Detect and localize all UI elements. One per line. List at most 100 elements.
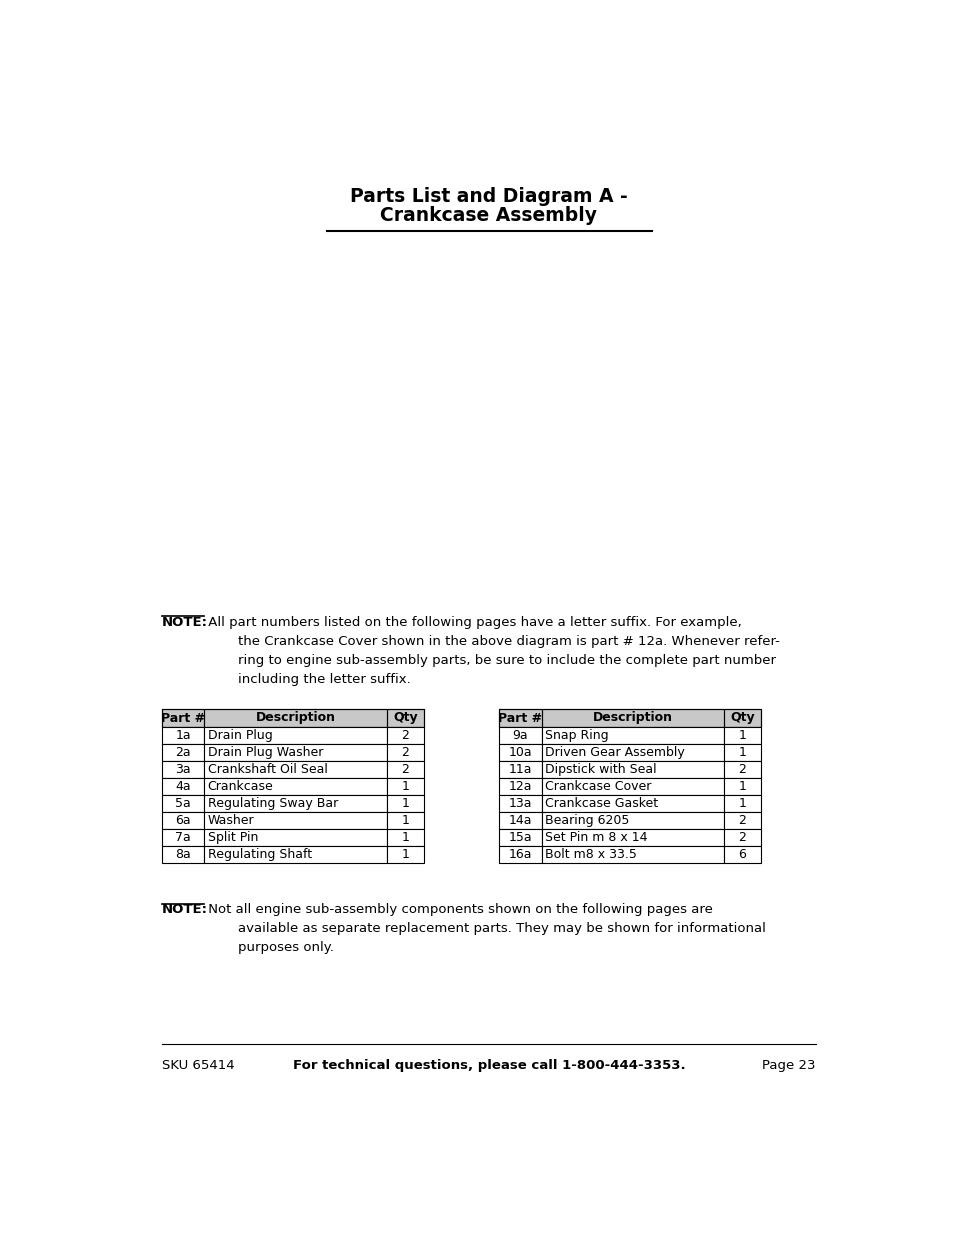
- Bar: [386, 761, 423, 778]
- Bar: [162, 811, 204, 829]
- Text: 1: 1: [738, 729, 745, 742]
- Text: 11a: 11a: [508, 763, 532, 776]
- Bar: [162, 846, 204, 863]
- Bar: [386, 745, 423, 761]
- Text: 6a: 6a: [175, 814, 191, 827]
- Text: 6: 6: [738, 847, 745, 861]
- Text: Bearing 6205: Bearing 6205: [544, 814, 628, 827]
- Bar: [386, 811, 423, 829]
- Bar: [204, 811, 386, 829]
- Text: Set Pin m 8 x 14: Set Pin m 8 x 14: [544, 831, 646, 844]
- Text: Page 23: Page 23: [761, 1060, 815, 1072]
- Text: Parts List and Diagram A -: Parts List and Diagram A -: [350, 186, 627, 206]
- Text: NOTE:: NOTE:: [162, 615, 208, 629]
- Bar: [541, 795, 723, 811]
- Text: 1: 1: [401, 831, 409, 844]
- Text: 10a: 10a: [508, 746, 532, 760]
- Bar: [162, 795, 204, 811]
- Bar: [204, 727, 386, 745]
- Bar: [162, 829, 204, 846]
- Text: Crankcase Cover: Crankcase Cover: [544, 781, 650, 793]
- Text: Driven Gear Assembly: Driven Gear Assembly: [544, 746, 683, 760]
- Bar: [723, 846, 760, 863]
- Text: 16a: 16a: [508, 847, 532, 861]
- Text: 9a: 9a: [512, 729, 528, 742]
- Bar: [498, 811, 541, 829]
- Text: Not all engine sub-assembly components shown on the following pages are
        : Not all engine sub-assembly components s…: [204, 903, 765, 953]
- Bar: [498, 846, 541, 863]
- Bar: [162, 745, 204, 761]
- Text: Crankcase Gasket: Crankcase Gasket: [544, 797, 658, 810]
- Bar: [162, 709, 204, 727]
- Text: 2a: 2a: [175, 746, 191, 760]
- Text: 1: 1: [738, 797, 745, 810]
- Text: Dipstick with Seal: Dipstick with Seal: [544, 763, 656, 776]
- Text: 2: 2: [738, 763, 745, 776]
- Text: 3a: 3a: [175, 763, 191, 776]
- Bar: [386, 709, 423, 727]
- Bar: [498, 709, 760, 727]
- Text: 1: 1: [401, 781, 409, 793]
- Bar: [204, 761, 386, 778]
- Bar: [204, 778, 386, 795]
- Bar: [541, 829, 723, 846]
- Bar: [498, 829, 541, 846]
- Bar: [498, 761, 541, 778]
- Text: Regulating Sway Bar: Regulating Sway Bar: [208, 797, 337, 810]
- Bar: [204, 829, 386, 846]
- Bar: [498, 709, 541, 727]
- Text: Part #: Part #: [161, 711, 205, 725]
- Text: 1a: 1a: [175, 729, 191, 742]
- Bar: [162, 761, 204, 778]
- Bar: [723, 727, 760, 745]
- Bar: [386, 829, 423, 846]
- Text: For technical questions, please call 1-800-444-3353.: For technical questions, please call 1-8…: [293, 1060, 684, 1072]
- Bar: [498, 795, 541, 811]
- Text: 1: 1: [401, 814, 409, 827]
- Text: 8a: 8a: [175, 847, 191, 861]
- Bar: [723, 761, 760, 778]
- Text: Crankshaft Oil Seal: Crankshaft Oil Seal: [208, 763, 327, 776]
- Bar: [723, 811, 760, 829]
- Text: 1: 1: [401, 797, 409, 810]
- Bar: [162, 727, 204, 745]
- Bar: [386, 846, 423, 863]
- Bar: [541, 846, 723, 863]
- Bar: [541, 778, 723, 795]
- Text: 1: 1: [738, 746, 745, 760]
- Bar: [204, 846, 386, 863]
- Bar: [541, 811, 723, 829]
- Text: 1: 1: [738, 781, 745, 793]
- Bar: [162, 709, 423, 727]
- Bar: [541, 709, 723, 727]
- Bar: [541, 745, 723, 761]
- Bar: [541, 761, 723, 778]
- Text: Bolt m8 x 33.5: Bolt m8 x 33.5: [544, 847, 636, 861]
- Text: Part #: Part #: [497, 711, 542, 725]
- Text: 13a: 13a: [508, 797, 532, 810]
- Bar: [498, 727, 541, 745]
- Text: 1: 1: [401, 847, 409, 861]
- Text: 2: 2: [401, 746, 409, 760]
- Bar: [498, 745, 541, 761]
- Text: 2: 2: [401, 729, 409, 742]
- Text: 15a: 15a: [508, 831, 532, 844]
- Text: Split Pin: Split Pin: [208, 831, 257, 844]
- Text: Washer: Washer: [208, 814, 253, 827]
- Bar: [162, 778, 204, 795]
- Bar: [386, 778, 423, 795]
- Text: Drain Plug Washer: Drain Plug Washer: [208, 746, 323, 760]
- Bar: [541, 727, 723, 745]
- Bar: [723, 778, 760, 795]
- Bar: [386, 795, 423, 811]
- Text: 12a: 12a: [508, 781, 532, 793]
- Text: 4a: 4a: [175, 781, 191, 793]
- Text: Qty: Qty: [729, 711, 754, 725]
- Text: Snap Ring: Snap Ring: [544, 729, 608, 742]
- Text: Regulating Shaft: Regulating Shaft: [208, 847, 312, 861]
- Text: Crankcase: Crankcase: [208, 781, 274, 793]
- Text: 2: 2: [738, 831, 745, 844]
- Bar: [204, 745, 386, 761]
- Text: All part numbers listed on the following pages have a letter suffix. For example: All part numbers listed on the following…: [204, 615, 779, 685]
- Text: Description: Description: [592, 711, 672, 725]
